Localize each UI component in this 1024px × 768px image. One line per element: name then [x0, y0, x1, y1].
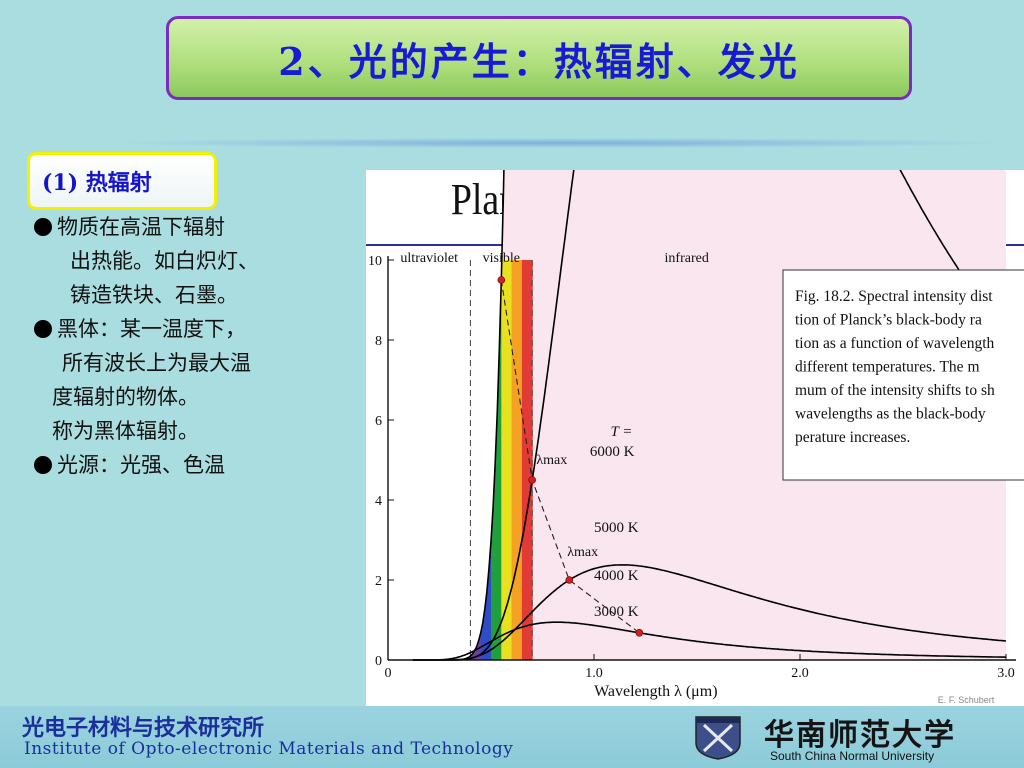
series-label: 6000 K: [590, 444, 635, 460]
bullet-item: 黑体：某一温度下，: [34, 312, 364, 346]
bullet-text: 黑体：某一温度下，: [57, 317, 246, 341]
series-label: 4000 K: [594, 568, 639, 584]
credit-label: E. F. Schubert: [938, 695, 995, 705]
bullet-item: 光源：光强、色温: [34, 448, 364, 482]
lambda-max-label: λmax: [567, 545, 598, 560]
slide-title-box: 2、光的产生：热辐射、发光: [166, 16, 912, 100]
visible-spectrum-band: [511, 260, 523, 660]
bullet-list: 物质在高温下辐射 出热能。如白炽灯、 铸造铁块、石墨。 黑体：某一温度下， 所有…: [34, 210, 364, 482]
institute-name-en: Institute of Opto-electronic Materials a…: [24, 739, 514, 759]
bullet-text: 出热能。如白炽灯、: [70, 249, 259, 273]
peak-marker: [528, 476, 536, 484]
region-label: infrared: [665, 251, 709, 266]
caption-line: wavelengths as the black-body: [795, 406, 986, 423]
peak-shift-line: [500, 279, 640, 634]
section-subtitle: (1) 热辐射: [42, 170, 152, 196]
bullet-continuation: 出热能。如白炽灯、: [34, 244, 364, 278]
university-name-en: South China Normal University: [770, 749, 935, 763]
lambda-max-label: λmax: [536, 453, 567, 468]
bullet-text: 称为黑体辐射。: [52, 419, 199, 443]
visible-spectrum-band: [470, 260, 482, 660]
series-label: 5000 K: [594, 520, 639, 536]
caption-line: perature increases.: [795, 429, 910, 446]
y-tick-label: 4: [375, 494, 382, 509]
y-tick-label: 6: [375, 414, 382, 429]
peak-marker: [565, 576, 574, 584]
bullet-continuation: 称为黑体辐射。: [34, 414, 364, 448]
visible-spectrum-band: [501, 260, 513, 660]
series-label: 3000 K: [594, 604, 639, 620]
university-name-cn: 华南师范大学: [764, 718, 956, 753]
bullet-item: 物质在高温下辐射: [34, 210, 364, 244]
series-line: [412, 170, 1007, 661]
peak-marker: [497, 276, 506, 284]
title-divider-glow: [120, 138, 1000, 148]
bullet-text: 光源：光强、色温: [57, 453, 225, 477]
section-subtitle-box: (1) 热辐射: [27, 152, 217, 210]
x-tick-label: 3.0: [997, 666, 1015, 681]
temperature-label: T =: [610, 424, 632, 440]
slide-title: 2、光的产生：热辐射、发光: [278, 38, 800, 84]
bullet-text: 铸造铁块、石墨。: [70, 283, 238, 307]
institute-name-cn: 光电子材料与技术研究所: [22, 716, 265, 741]
visible-spectrum-band: [521, 260, 533, 660]
x-axis-label: Wavelength λ (μm): [594, 683, 717, 700]
x-tick-label: 0: [385, 666, 392, 681]
caption-line: tion of Planck’s black-body ra: [795, 312, 982, 329]
caption-line: mum of the intensity shifts to sh: [795, 382, 995, 399]
bullet-text: 所有波长上为最大温: [62, 351, 251, 375]
y-tick-label: 0: [375, 654, 382, 669]
series-line: [412, 621, 1007, 661]
x-tick-label: 1.0: [585, 666, 603, 681]
bullet-continuation: 所有波长上为最大温: [34, 346, 364, 380]
bullet-text: 物质在高温下辐射: [57, 215, 225, 239]
caption-box: [782, 269, 1024, 481]
region-label: ultraviolet: [400, 251, 458, 266]
caption-line: tion as a function of wavelength: [795, 335, 995, 352]
bullet-text: 度辐射的物体。: [52, 385, 199, 409]
footer-bar: [0, 706, 1024, 768]
x-tick-label: 2.0: [791, 666, 809, 681]
y-tick-label: 10: [368, 254, 382, 269]
bullet-dot-icon: [34, 218, 52, 236]
bullet-continuation: 铸造铁块、石墨。: [34, 278, 364, 312]
visible-spectrum-band: [491, 260, 502, 660]
peak-marker: [635, 628, 644, 637]
y-tick-label: 2: [375, 574, 382, 589]
university-logo-icon: [695, 716, 741, 760]
bullet-continuation: 度辐射的物体。: [34, 380, 364, 414]
bullet-dot-icon: [34, 320, 52, 338]
series-line: [412, 564, 1007, 661]
bullet-dot-icon: [34, 456, 52, 474]
caption-line: different temperatures. The m: [795, 359, 980, 376]
caption-line: Fig. 18.2. Spectral intensity dist: [795, 288, 993, 305]
blackbody-chart: Plank’s Black-Body Radiation ultraviolet…: [366, 170, 1024, 708]
y-tick-label: 8: [375, 334, 382, 349]
